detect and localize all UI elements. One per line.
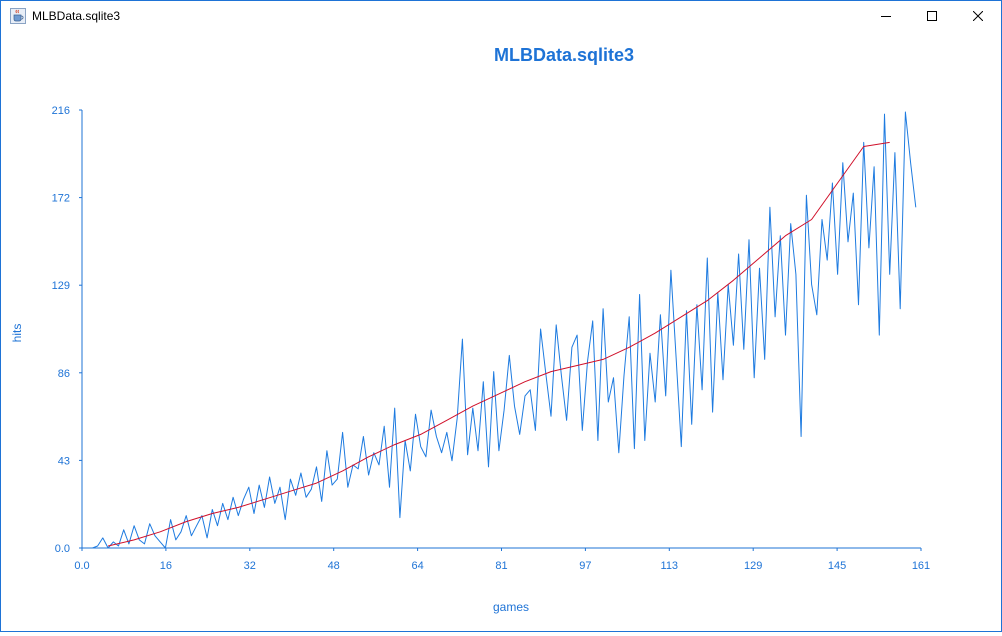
window-title: MLBData.sqlite3	[32, 9, 121, 23]
series-group	[92, 111, 917, 549]
maximize-button[interactable]	[909, 1, 955, 31]
x-tick-label: 16	[160, 560, 172, 572]
x-tick-label: 113	[661, 560, 679, 572]
x-tick-label: 48	[328, 560, 340, 572]
x-tick-label: 161	[912, 560, 930, 572]
minimize-icon	[881, 16, 891, 17]
close-button[interactable]	[955, 1, 1001, 31]
minimize-button[interactable]	[863, 1, 909, 31]
y-tick-label: 172	[52, 193, 70, 205]
series-raw-line	[92, 111, 917, 549]
chart-title: MLBData.sqlite3	[494, 45, 634, 65]
line-chart: MLBData.sqlite3 hits games 0.0 43 86 129 172…	[10, 45, 931, 614]
close-icon	[973, 11, 983, 21]
axes-group: 0.0 43 86 129 172 216 0.0 16 32 48 64 81 97 113 129 145…	[52, 105, 931, 572]
java-cup-icon	[10, 8, 26, 24]
series-trend-line	[107, 141, 890, 547]
y-tick-label: 43	[58, 455, 70, 467]
title-bar[interactable]: MLBData.sqlite3	[1, 1, 1001, 31]
y-tick-label: 216	[52, 105, 70, 117]
y-tick-label: 86	[58, 368, 70, 380]
maximize-icon	[927, 11, 937, 21]
x-tick-label: 97	[579, 560, 591, 572]
chart-panel: MLBData.sqlite3 hits games 0.0 43 86 129 172…	[1, 31, 1001, 631]
y-tick-label: 129	[52, 280, 70, 292]
x-tick-label: 32	[244, 560, 256, 572]
y-tick-label: 0.0	[55, 543, 70, 555]
x-tick-label: 64	[411, 560, 423, 572]
x-axis-label: games	[493, 600, 529, 614]
x-tick-label: 129	[744, 560, 762, 572]
x-tick-label: 145	[828, 560, 846, 572]
x-tick-label: 0.0	[74, 560, 89, 572]
x-tick-label: 81	[495, 560, 507, 572]
y-axis-label: hits	[10, 324, 24, 343]
